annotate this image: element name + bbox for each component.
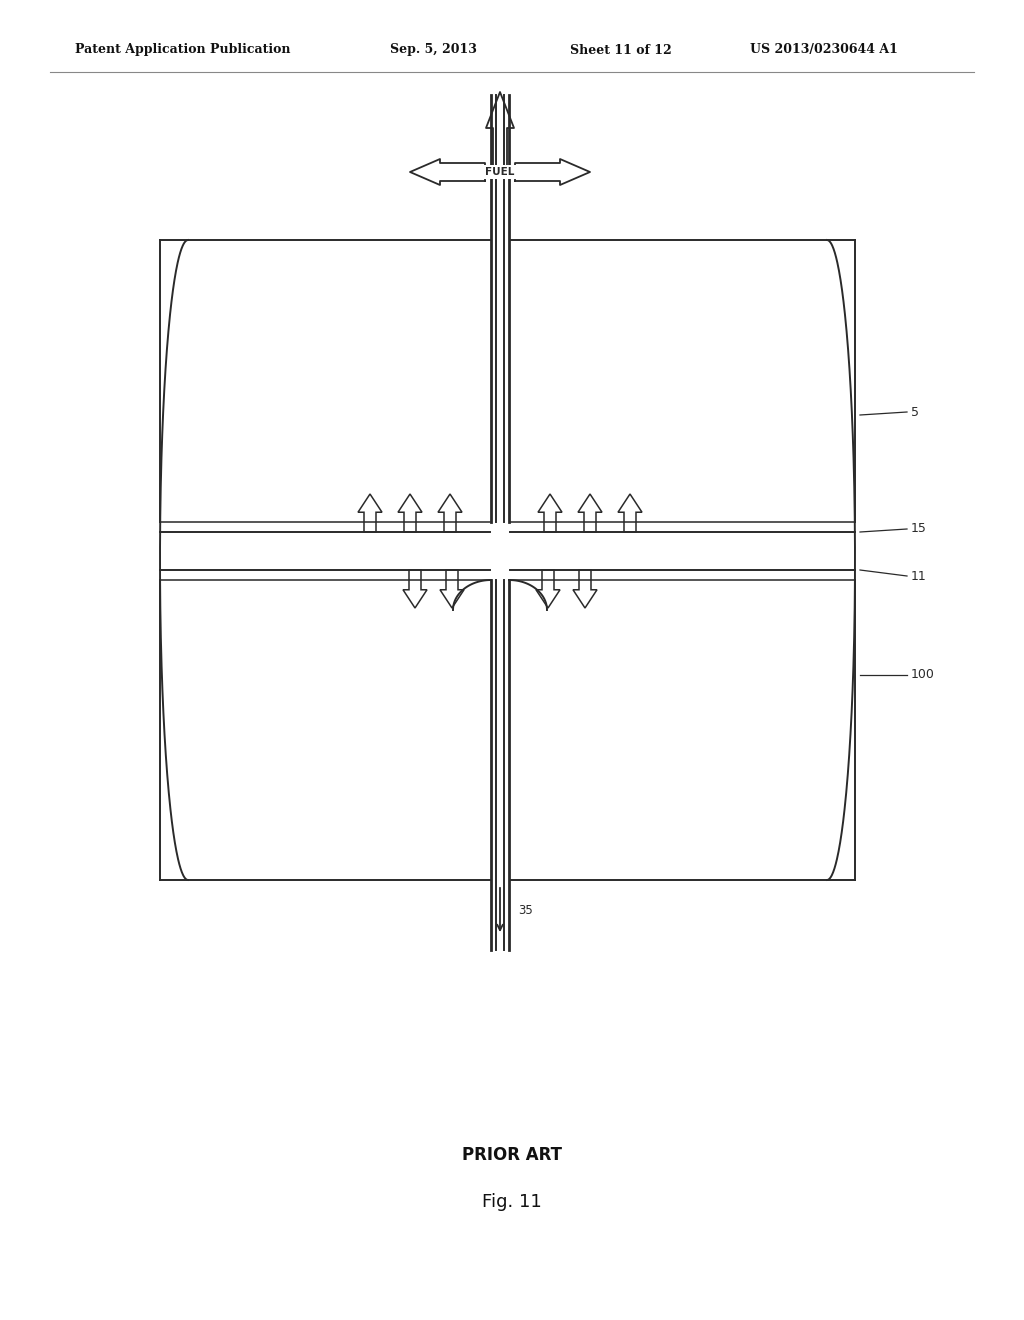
Text: Sheet 11 of 12: Sheet 11 of 12: [570, 44, 672, 57]
Text: FUEL: FUEL: [485, 168, 515, 177]
Text: 5: 5: [911, 405, 919, 418]
Polygon shape: [618, 494, 642, 532]
Text: US 2013/0230644 A1: US 2013/0230644 A1: [750, 44, 898, 57]
Polygon shape: [438, 494, 462, 532]
Polygon shape: [398, 494, 422, 532]
Polygon shape: [440, 570, 464, 609]
Polygon shape: [538, 494, 562, 532]
Text: Sep. 5, 2013: Sep. 5, 2013: [390, 44, 477, 57]
Text: Patent Application Publication: Patent Application Publication: [75, 44, 291, 57]
Polygon shape: [536, 570, 560, 609]
Polygon shape: [578, 494, 602, 532]
Text: Fig. 11: Fig. 11: [482, 1193, 542, 1210]
Polygon shape: [573, 570, 597, 609]
Text: 100: 100: [911, 668, 935, 681]
Polygon shape: [358, 494, 382, 532]
Text: 11: 11: [911, 569, 927, 582]
Polygon shape: [403, 570, 427, 609]
Text: 35: 35: [518, 903, 532, 916]
Text: 15: 15: [911, 523, 927, 536]
Text: PRIOR ART: PRIOR ART: [462, 1146, 562, 1164]
